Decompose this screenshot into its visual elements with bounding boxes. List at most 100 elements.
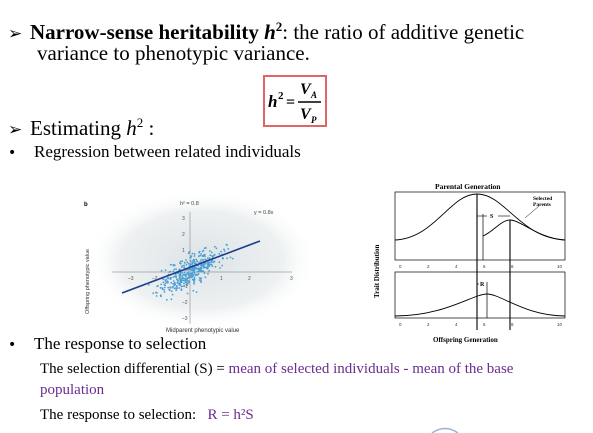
scatter-point: [172, 276, 175, 278]
scatter-point: [170, 290, 173, 293]
scatter-point: [174, 275, 177, 278]
response-heading-line: • The response to selection: [8, 334, 206, 354]
scatter-point: [183, 264, 186, 267]
scatter-y-tick: –3: [182, 316, 188, 322]
sd-value-2: population: [40, 382, 105, 398]
scatter-point: [196, 260, 199, 263]
scatter-point: [179, 277, 181, 280]
scatter-point: [172, 280, 175, 282]
scatter-point: [173, 268, 176, 271]
regression-scatter-plot: b h² = 0.8 y = 0.8x –3 –2 –1 1 2 3 3 2 1 –1 –2 –3 M…: [84, 196, 308, 334]
scatter-point: [201, 270, 204, 272]
sd-value-1: mean of selected individuals - mean of t…: [228, 361, 514, 377]
scatter-point: [168, 271, 171, 273]
scatter-point: [200, 281, 202, 283]
offspring-distribution-curve: [394, 293, 566, 317]
scatter-point: [179, 260, 182, 263]
formula-denominator-sub: P: [311, 115, 317, 125]
scatter-point: [165, 299, 168, 301]
scatter-point: [166, 281, 168, 283]
scatter-point: [178, 274, 181, 277]
scatter-point: [156, 291, 158, 294]
scatter-x-tick: –1: [176, 276, 182, 282]
scatter-point: [210, 261, 213, 264]
scatter-point: [183, 284, 186, 287]
arrow-bullet-icon: ➢: [8, 24, 23, 44]
scatter-point: [192, 278, 195, 281]
scatter-point: [186, 261, 189, 264]
parental-panel: [394, 191, 566, 261]
scatter-point: [193, 271, 196, 274]
selection-diagram-figure: Parental Generation Trait Distribution S…: [365, 180, 589, 345]
scatter-point: [195, 258, 198, 261]
scatter-point: [178, 287, 181, 289]
scatter-point: [227, 248, 230, 250]
scatter-point: [196, 271, 198, 273]
scatter-point: [206, 257, 209, 259]
regression-scatter-figure: b h² = 0.8 y = 0.8x –3 –2 –1 1 2 3 3 2 1 –1 –2 –3 M…: [78, 190, 310, 336]
scatter-point: [186, 282, 189, 285]
scatter-point: [203, 254, 205, 256]
scatter-point: [182, 277, 184, 279]
scatter-point: [172, 285, 174, 288]
h2-label: h² = 0.8: [180, 201, 199, 207]
scatter-point: [212, 254, 215, 257]
scatter-x-tick: –3: [128, 276, 134, 282]
scatter-point: [184, 262, 186, 264]
scatter-point: [208, 269, 211, 272]
scatter-point: [175, 285, 178, 287]
scatter-point: [209, 254, 212, 257]
scatter-point: [186, 279, 189, 281]
scatter-point: [186, 284, 188, 287]
scatter-point: [204, 258, 207, 261]
scatter-point: [205, 262, 207, 265]
scatter-point: [180, 281, 182, 284]
scatter-point: [199, 270, 202, 272]
regression-line: • Regression between related individuals: [8, 142, 301, 162]
regression-line-mark: [121, 240, 261, 294]
selection-diagram: Parental Generation Trait Distribution S…: [373, 182, 566, 344]
scatter-point: [187, 262, 190, 265]
selection-tick: 0: [399, 322, 402, 327]
decorative-arc-icon: [431, 427, 459, 433]
scatter-point: [162, 278, 165, 281]
estimating-text: Estimating: [30, 116, 127, 140]
scatter-point: [191, 252, 194, 255]
scatter-point: [173, 287, 176, 290]
scatter-point: [218, 252, 221, 255]
response-heading: The response to selection: [34, 334, 207, 353]
scatter-point: [193, 260, 196, 263]
bottom-panel-ticks: 0 2 4 6 8 10: [399, 322, 563, 327]
scatter-point: [204, 255, 206, 258]
scatter-point: [202, 255, 204, 258]
estimating-h: h: [126, 116, 137, 140]
scatter-point: [180, 285, 183, 288]
selected-pointer: [524, 205, 540, 219]
scatter-point: [206, 266, 209, 269]
scatter-point: [160, 269, 163, 272]
scatter-point: [163, 291, 166, 293]
scatter-point: [203, 272, 206, 275]
scatter-point: [222, 257, 224, 259]
scatter-point: [190, 255, 193, 257]
scatter-point: [229, 256, 232, 259]
scatter-point: [152, 292, 155, 295]
scatter-point: [187, 252, 190, 255]
formula-numerator-sub: A: [310, 90, 317, 100]
scatter-point: [161, 287, 164, 289]
scatter-point: [205, 266, 207, 268]
scatter-x-tick: –2: [152, 276, 158, 282]
parental-generation-title: Parental Generation: [435, 182, 501, 191]
scatter-point: [192, 267, 195, 270]
scatter-point: [188, 280, 190, 283]
formula-denominator: V: [300, 106, 312, 123]
rts-label: The response to selection:: [40, 407, 208, 423]
selection-tick: 8: [511, 322, 514, 327]
scatter-point: [184, 273, 186, 276]
scatter-point: [191, 263, 193, 266]
scatter-point: [206, 263, 209, 266]
response-formula-line: The response to selection: R = h²S: [40, 407, 254, 424]
scatter-point: [215, 247, 218, 250]
s-label: S: [490, 214, 494, 220]
selection-tick: 2: [427, 322, 430, 327]
